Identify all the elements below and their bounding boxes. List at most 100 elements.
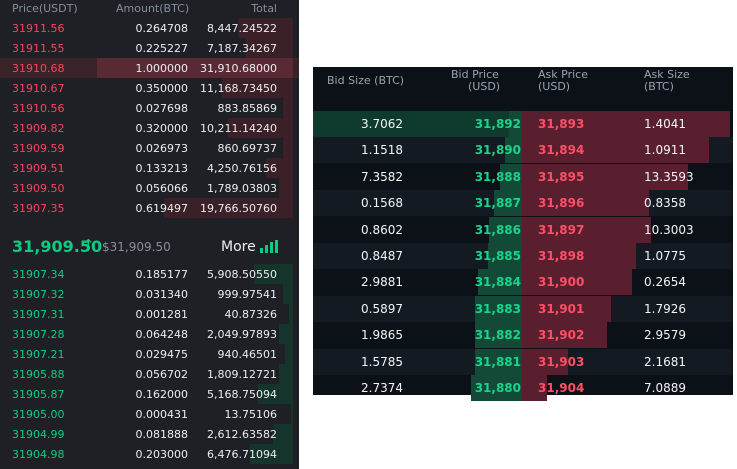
depth-row[interactable]: 0.5897 31,883 31,901 1.7926 (313, 295, 733, 322)
bid-depth-bar (475, 348, 522, 375)
bid-row[interactable]: 31907.31 0.001281 40.87326 (0, 304, 299, 324)
ask-row[interactable]: 31910.56 0.027698 883.85869 (0, 98, 299, 118)
ask-depth-bar (522, 137, 709, 164)
depth-row[interactable]: 0.1568 31,887 31,896 0.8358 (313, 190, 733, 217)
bid-price: 31,884 (474, 275, 521, 290)
depth-row[interactable]: 7.3582 31,888 31,895 13.3593 (313, 163, 733, 190)
ask-size: 2.1681 (644, 354, 686, 369)
ask-size: 1.7926 (644, 301, 686, 316)
ask-price: 31907.35 (12, 202, 65, 215)
bid-price: 31,892 (474, 117, 521, 131)
bid-row[interactable]: 31907.21 0.029475 940.46501 (0, 344, 299, 364)
bid-price: 31904.99 (12, 428, 65, 441)
bid-size-header: Bid Size (BTC) (327, 74, 405, 87)
ask-depth-bar (283, 138, 293, 158)
bid-total: 13.75106 (224, 408, 278, 421)
bid-row[interactable]: 31907.32 0.031340 999.97541 (0, 284, 299, 304)
bid-amount: 0.001281 (135, 308, 189, 321)
ask-size: 0.2654 (644, 275, 686, 290)
bid-row[interactable]: 31904.98 0.203000 6,476.71094 (0, 444, 299, 464)
depth-row[interactable]: 1.5785 31,881 31,903 2.1681 (313, 348, 733, 375)
bid-row[interactable]: 31907.34 0.185177 5,908.50550 (0, 264, 299, 284)
bid-amount: 0.203000 (135, 448, 189, 461)
bid-row[interactable]: 31907.28 0.064248 2,049.97893 (0, 324, 299, 344)
depth-row[interactable]: 2.7374 31,880 31,904 7.0889 (313, 375, 733, 401)
bid-depth-bar (273, 424, 293, 444)
order-book-panel: Price(USDT) Amount(BTC) Total 31911.56 0.… (0, 0, 299, 469)
ask-price: 31911.56 (12, 22, 65, 35)
bid-row[interactable]: 31905.00 0.000431 13.75106 (0, 404, 299, 424)
ask-row[interactable]: 31909.82 0.320000 10,211.14240 (0, 118, 299, 138)
bid-price: 31,883 (474, 301, 521, 316)
ask-price: 31,903 (538, 354, 585, 369)
ask-total: 883.85869 (217, 102, 278, 115)
ask-size: 0.8358 (644, 196, 686, 211)
ask-depth-bar (246, 38, 293, 58)
ask-price: 31,898 (538, 249, 585, 263)
ask-depth-bar (97, 58, 293, 78)
ask-row[interactable]: 31907.35 0.619497 19,766.50760 (0, 198, 299, 218)
more-button[interactable]: More (221, 239, 256, 255)
ask-amount: 0.350000 (135, 82, 189, 95)
bid-amount: 0.029475 (135, 348, 189, 361)
depth-row[interactable]: 0.8602 31,886 31,897 10.3003 (313, 216, 733, 243)
ask-amount: 0.026973 (135, 142, 189, 155)
best-bid-highlight (313, 111, 522, 141)
bid-depth-bar (489, 216, 522, 243)
bid-row[interactable]: 31904.99 0.081888 2,612.63582 (0, 424, 299, 444)
bid-total: 5,168.75094 (207, 388, 277, 401)
bid-size: 1.9865 (361, 328, 403, 343)
bid-total: 999.97541 (217, 288, 278, 301)
depth-row[interactable]: 0.8487 31,885 31,898 1.0775 (313, 243, 733, 269)
bid-depth-bar (500, 163, 522, 190)
ask-depth-bar (522, 295, 611, 322)
bid-size: 2.9881 (361, 275, 403, 290)
bid-amount: 0.064248 (135, 328, 189, 341)
ask-amount: 0.320000 (135, 122, 189, 135)
bid-price: 31905.00 (12, 408, 65, 421)
bid-amount: 0.056702 (135, 368, 189, 381)
ask-row[interactable]: 31911.56 0.264708 8,447.24522 (0, 18, 299, 38)
ask-row[interactable]: 31909.50 0.056066 1,789.03803 (0, 178, 299, 198)
bid-row[interactable]: 31905.87 0.162000 5,168.75094 (0, 384, 299, 404)
bid-depth-bar (258, 384, 293, 404)
bid-depth-bar (494, 190, 522, 217)
ask-row[interactable]: 31909.51 0.133213 4,250.76156 (0, 158, 299, 178)
ask-depth-bar (228, 118, 293, 138)
ask-size-unit: (BTC) (644, 80, 674, 93)
ask-total: 860.69737 (217, 142, 278, 155)
bid-price: 31,890 (474, 143, 521, 158)
ask-amount: 0.027698 (135, 102, 189, 115)
ask-depth-bar (522, 322, 607, 349)
ask-depth-bar (283, 98, 293, 118)
bid-price: 31904.98 (12, 448, 65, 461)
bid-price: 31,885 (474, 249, 521, 263)
ask-row[interactable]: 31910.67 0.350000 11,168.73450 (0, 78, 299, 98)
ask-row[interactable]: 31910.68 1.000000 31,910.68000 (0, 58, 299, 78)
bid-amount: 0.081888 (135, 428, 189, 441)
signal-bars-icon[interactable] (260, 240, 278, 253)
total-column-header: Total (251, 2, 277, 15)
ask-total: 4,250.76156 (207, 162, 277, 175)
bid-total: 2,049.97893 (207, 328, 277, 341)
ask-amount: 0.225227 (135, 42, 189, 55)
ask-depth-bar (522, 216, 651, 243)
depth-row[interactable]: 3.7062 31,892 31,893 1.4041 (313, 111, 733, 141)
bid-depth-bar (475, 322, 522, 349)
ask-amount: 0.264708 (135, 22, 189, 35)
depth-row[interactable]: 2.9881 31,884 31,900 0.2654 (313, 269, 733, 296)
ask-depth-bar (522, 163, 688, 190)
ask-price: 31,895 (538, 169, 585, 184)
ask-row[interactable]: 31909.59 0.026973 860.69737 (0, 138, 299, 158)
bid-price: 31,887 (474, 196, 521, 211)
depth-row[interactable]: 1.1518 31,890 31,894 1.0911 (313, 137, 733, 164)
ask-price: 31909.50 (12, 182, 65, 195)
ask-row[interactable]: 31911.55 0.225227 7,187.34267 (0, 38, 299, 58)
bid-size: 0.1568 (361, 196, 403, 211)
ask-depth-bar (279, 178, 293, 198)
bid-row[interactable]: 31905.88 0.056702 1,809.12721 (0, 364, 299, 384)
ask-price: 31,897 (538, 222, 585, 237)
depth-row[interactable]: 1.9865 31,882 31,902 2.9579 (313, 322, 733, 349)
ask-size: 13.3593 (644, 169, 694, 184)
ask-price: 31909.82 (12, 122, 65, 135)
